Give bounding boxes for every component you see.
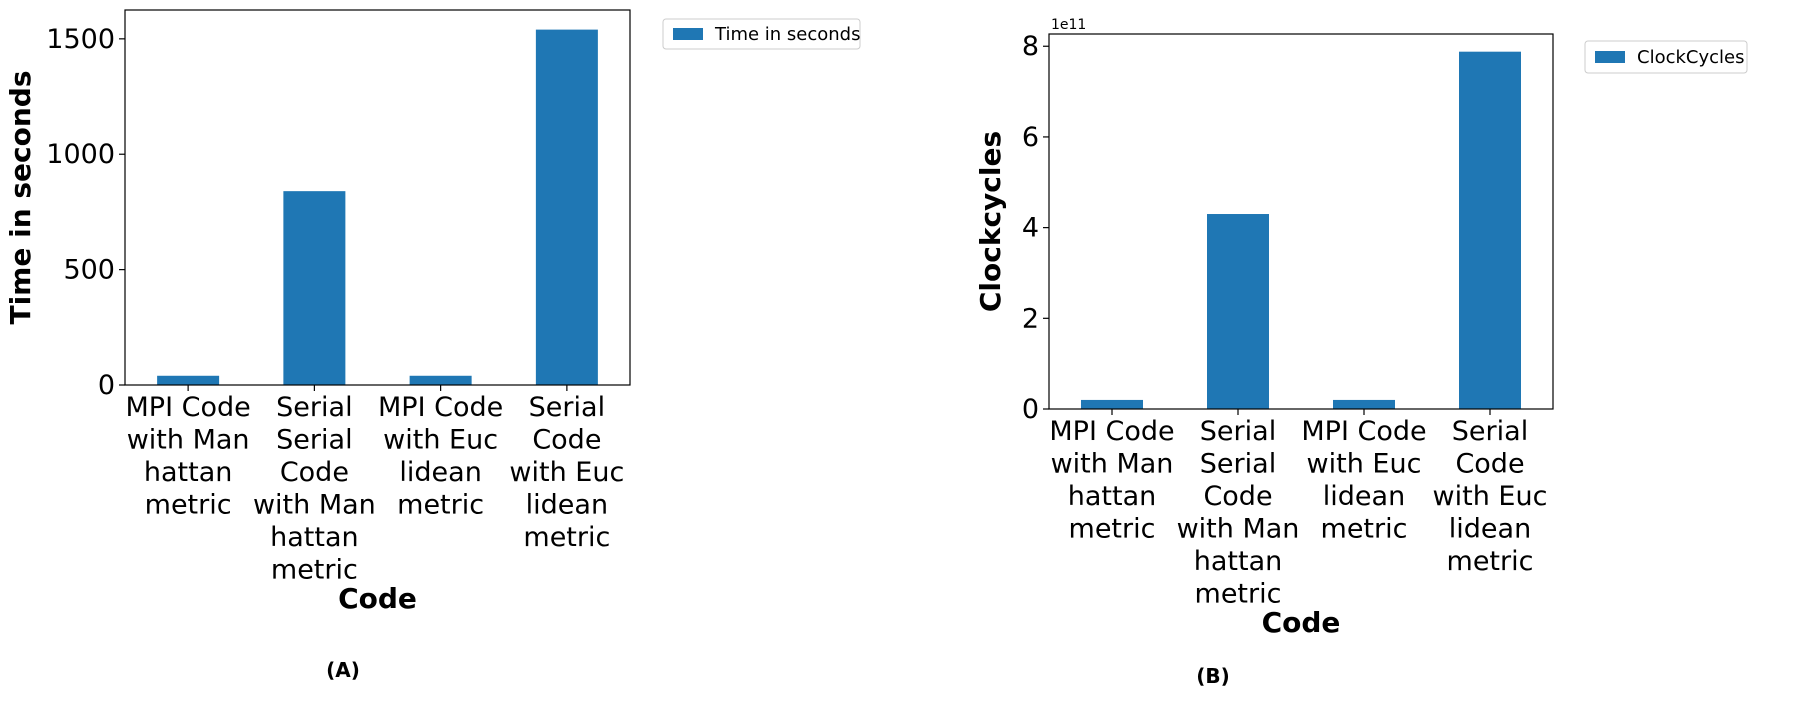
legend-label: ClockCycles [1637, 47, 1744, 68]
y-tick-label: 1000 [46, 139, 115, 170]
plot-frame [124, 9, 631, 386]
legend-label: Time in seconds [714, 24, 860, 45]
x-tick-label: Serial Serial Code with Man hattan metric [1177, 416, 1300, 610]
x-tick-label: MPI Code with Euc lidean metric [378, 392, 503, 521]
legend-swatch [673, 28, 703, 40]
y-tick-label: 0 [1022, 394, 1039, 425]
bar-1 [1081, 399, 1143, 409]
x-tick-label: MPI Code with Euc lidean metric [1301, 416, 1426, 545]
x-tick-label: Serial Serial Code with Man hattan metric [253, 392, 376, 586]
chart-panel-a: 0 500 1000 1500 MPI Code with Man hattan metric… [4, 9, 861, 682]
bar-2 [1207, 214, 1269, 409]
y-tick-label: 2 [1022, 303, 1039, 334]
x-axis-title: Code [338, 582, 417, 615]
bar-4 [1459, 51, 1521, 410]
x-axis-title: Code [1262, 606, 1341, 639]
bar-2 [283, 191, 346, 385]
x-tick-label: Serial Code with Euc lidean metric [509, 392, 624, 553]
y-tick-label: 500 [63, 255, 115, 286]
y-offset-label: 1e11 [1051, 17, 1086, 33]
bar-4 [535, 29, 598, 385]
legend: Time in seconds [662, 18, 861, 50]
bar-1 [157, 375, 220, 385]
y-tick-label: 6 [1022, 122, 1039, 153]
panel-caption: (B) [1196, 664, 1230, 688]
legend-box [1584, 40, 1748, 74]
y-tick-label: 1500 [46, 24, 115, 55]
x-tick-label: Serial Code with Euc lidean metric [1433, 416, 1548, 577]
y-axis-title: Clockcycles [974, 131, 1007, 312]
panel-caption: (A) [326, 658, 360, 682]
x-tick-label: MPI Code with Man hattan metric [126, 392, 251, 521]
x-tick-label: MPI Code with Man hattan metric [1049, 416, 1174, 545]
y-tick-label: 8 [1022, 31, 1039, 62]
plot-frame [1048, 33, 1554, 410]
y-tick-label: 4 [1022, 213, 1039, 244]
legend-box [662, 18, 861, 50]
y-axis-title: Time in seconds [4, 70, 37, 324]
legend: ClockCycles [1584, 40, 1748, 74]
legend-swatch [1595, 51, 1625, 63]
bar-3 [409, 375, 472, 385]
y-tick-label: 0 [98, 370, 115, 401]
bar-3 [1333, 399, 1395, 409]
